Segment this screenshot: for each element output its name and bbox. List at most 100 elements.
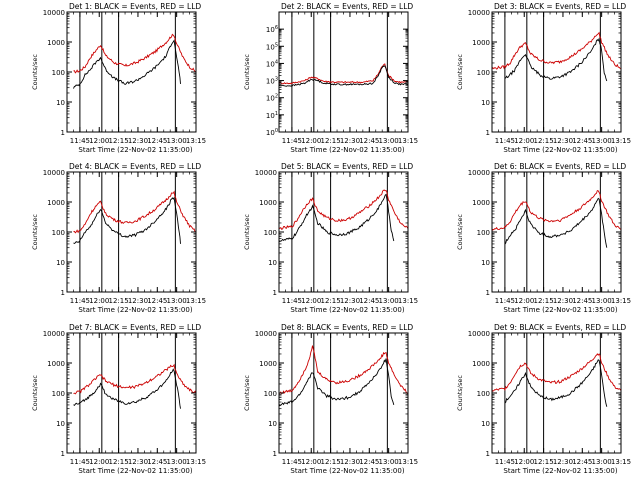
x-tick-label: 13:00	[167, 297, 187, 305]
y-tick-label: 10000	[468, 9, 490, 17]
x-tick-label: 13:00	[592, 297, 612, 305]
y-tick-label: 1000	[259, 360, 277, 368]
panel-det-4: 1 10 100 1000 10000 11:45 12:00 12:15 12:30 12:45…	[31, 162, 206, 314]
x-tick-label: 11:45	[70, 458, 90, 466]
plot-frame	[491, 332, 622, 454]
plot-frame	[66, 332, 197, 454]
panel-det-3: 1 10 100 1000 10000 11:45 12:00 12:15 12:30 12:45…	[456, 2, 631, 154]
y-tick-label: 10	[268, 259, 277, 267]
x-tick-label: 12:15	[534, 137, 554, 145]
x-tick-label: 12:45	[147, 458, 167, 466]
x-tick-label: 13:15	[398, 458, 418, 466]
y-tick-label: 1	[486, 289, 490, 297]
series-line-lld	[491, 31, 622, 70]
series-line-lld	[73, 363, 197, 395]
x-tick-label: 12:45	[147, 137, 167, 145]
x-tick-label: 12:00	[514, 458, 534, 466]
x-tick-label: 12:15	[109, 137, 129, 145]
y-tick-label: 1000	[472, 360, 490, 368]
x-axis-label: Start Time (22-Nov-02 11:35:00)	[503, 306, 617, 314]
series-line-events	[278, 358, 395, 407]
y-tick-exponent: 1	[275, 111, 278, 117]
panel-det-8: 1 10 100 1000 10000 11:45 12:00 12:15 12:30 12:45…	[243, 323, 418, 475]
y-tick-label: 1	[273, 450, 277, 458]
plot-title: Det 8: BLACK = Events, RED = LLD	[281, 323, 413, 332]
y-axis-label: Counts/sec	[243, 54, 251, 90]
series-line-events	[73, 196, 181, 245]
x-tick-label: 13:15	[611, 458, 631, 466]
x-tick-label: 11:45	[282, 297, 302, 305]
x-tick-label: 13:15	[398, 297, 418, 305]
x-tick-label: 12:45	[359, 297, 379, 305]
x-tick-label: 13:15	[186, 137, 206, 145]
x-tick-label: 13:00	[379, 458, 399, 466]
series-line-events	[504, 197, 608, 248]
y-tick-exponent: 2	[275, 94, 278, 100]
x-tick-label: 12:45	[572, 458, 592, 466]
y-tick-label: 10000	[468, 330, 490, 338]
x-tick-label: 12:00	[301, 458, 321, 466]
y-tick-label: 10	[481, 259, 490, 267]
x-tick-label: 12:00	[89, 458, 109, 466]
plot-frame	[66, 11, 197, 133]
y-tick-label: 10	[481, 99, 490, 107]
x-tick-label: 12:30	[128, 297, 148, 305]
x-tick-label: 12:45	[572, 137, 592, 145]
x-tick-label: 12:00	[89, 137, 109, 145]
y-axis-label: Counts/sec	[243, 214, 251, 250]
x-tick-label: 12:30	[340, 137, 360, 145]
x-tick-label: 13:00	[167, 137, 187, 145]
panel-det-1: 1 10 100 1000 10000 11:45 12:00 12:15 12:30 12:45…	[31, 2, 206, 154]
y-tick-label: 104	[266, 59, 278, 68]
y-tick-label: 10	[481, 420, 490, 428]
x-tick-label: 13:15	[611, 297, 631, 305]
series-line-lld	[491, 190, 622, 232]
panel-det-7: 1 10 100 1000 10000 11:45 12:00 12:15 12:30 12:45…	[31, 323, 206, 475]
y-tick-exponent: 6	[275, 25, 278, 31]
y-tick-label: 1	[61, 129, 65, 137]
y-tick-label: 103	[266, 77, 278, 86]
y-tick-label: 1	[61, 450, 65, 458]
y-tick-exponent: 5	[275, 42, 278, 48]
y-tick-label: 100	[52, 69, 65, 77]
x-tick-label: 12:15	[321, 297, 341, 305]
plot-frame	[278, 11, 409, 133]
series-line-lld	[491, 353, 622, 392]
series-line-events	[73, 368, 181, 409]
series-line-lld	[73, 33, 197, 74]
x-tick-label: 13:00	[592, 137, 612, 145]
x-tick-label: 12:00	[514, 297, 534, 305]
y-axis-label: Counts/sec	[456, 375, 464, 411]
series-line-events	[73, 39, 181, 89]
x-tick-label: 12:30	[340, 458, 360, 466]
y-tick-label: 100	[266, 128, 278, 137]
panel-det-5: 1 10 100 1000 10000 11:45 12:00 12:15 12:30 12:45…	[243, 162, 418, 314]
y-tick-label: 1	[61, 289, 65, 297]
y-tick-label: 100	[477, 229, 490, 237]
x-tick-label: 12:00	[89, 297, 109, 305]
x-tick-label: 12:30	[553, 458, 573, 466]
x-tick-label: 12:30	[128, 137, 148, 145]
series-line-lld	[73, 190, 196, 234]
x-tick-label: 13:00	[379, 297, 399, 305]
x-axis-label: Start Time (22-Nov-02 11:35:00)	[290, 467, 404, 475]
plot-title: Det 1: BLACK = Events, RED = LLD	[69, 2, 201, 11]
y-tick-exponent: 3	[275, 77, 278, 83]
x-tick-label: 12:45	[147, 297, 167, 305]
x-axis-label: Start Time (22-Nov-02 11:35:00)	[503, 146, 617, 154]
x-axis-label: Start Time (22-Nov-02 11:35:00)	[290, 306, 404, 314]
y-tick-label: 1000	[472, 199, 490, 207]
series-line-events	[504, 359, 608, 407]
x-tick-label: 12:15	[534, 458, 554, 466]
y-tick-label: 10000	[43, 169, 65, 177]
y-axis-label: Counts/sec	[31, 54, 39, 90]
y-tick-label: 100	[52, 390, 65, 398]
x-tick-label: 12:15	[321, 458, 341, 466]
y-tick-label: 100	[477, 390, 490, 398]
x-tick-label: 12:00	[301, 297, 321, 305]
y-tick-label: 1	[273, 289, 277, 297]
y-tick-label: 102	[266, 94, 278, 103]
x-tick-label: 12:15	[321, 137, 341, 145]
